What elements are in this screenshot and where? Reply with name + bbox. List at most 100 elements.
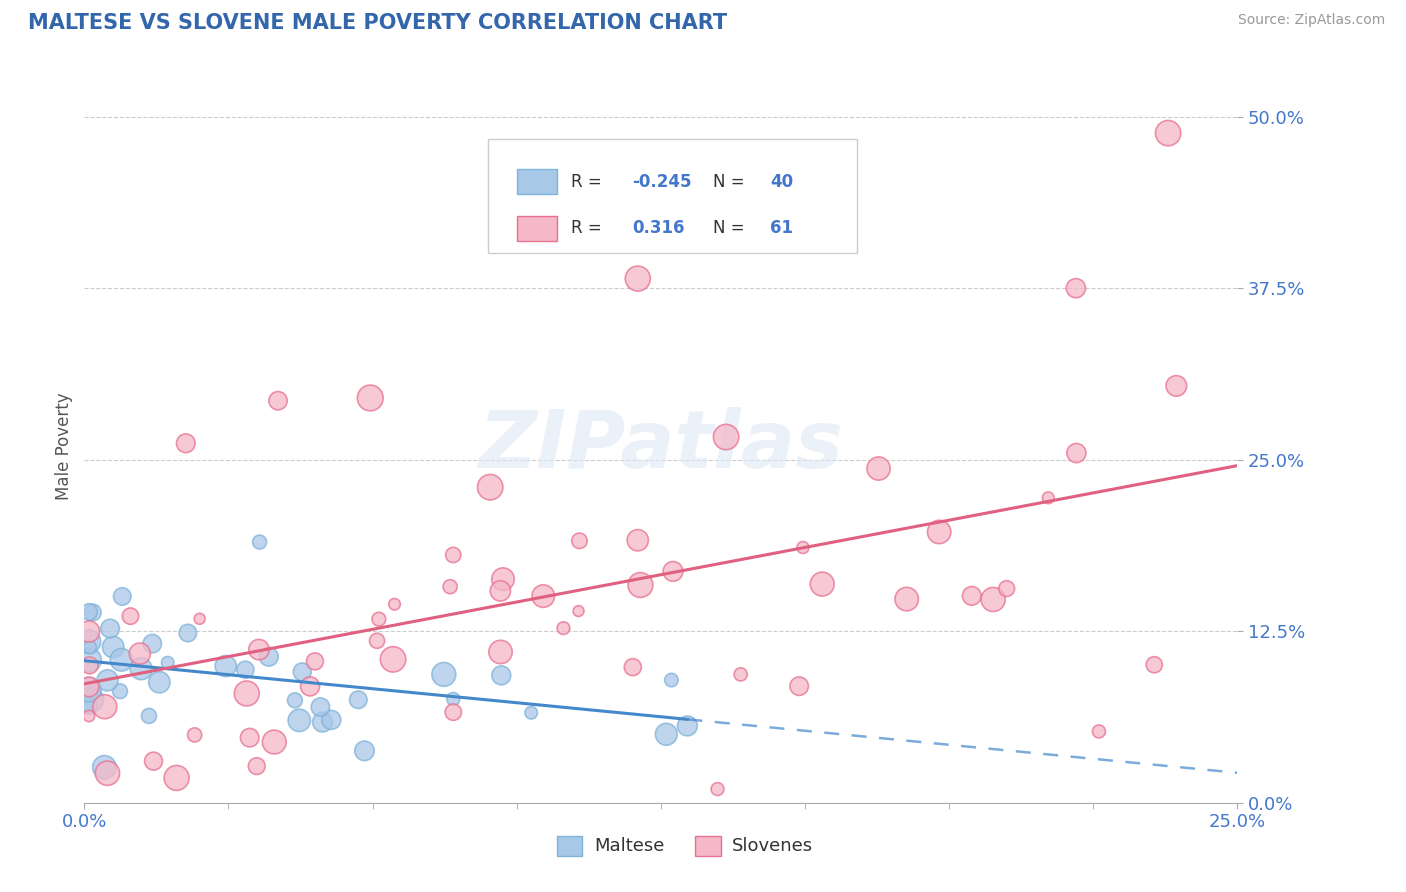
Point bbox=[215, 659, 238, 673]
Point bbox=[101, 640, 124, 654]
Point bbox=[359, 391, 381, 405]
Point bbox=[382, 652, 405, 666]
Point bbox=[177, 626, 200, 640]
Point bbox=[77, 682, 100, 697]
Text: ZIPatlas: ZIPatlas bbox=[478, 407, 844, 485]
Text: 40: 40 bbox=[770, 173, 793, 191]
Point bbox=[384, 597, 406, 611]
Point bbox=[1038, 491, 1060, 505]
Point bbox=[531, 589, 554, 603]
Point bbox=[489, 645, 512, 659]
Text: R =: R = bbox=[571, 173, 602, 191]
FancyBboxPatch shape bbox=[517, 169, 557, 194]
Point bbox=[627, 533, 650, 548]
Point bbox=[1088, 724, 1111, 739]
Point bbox=[492, 572, 515, 586]
Point bbox=[441, 692, 464, 706]
Point bbox=[79, 653, 101, 667]
Text: Slovenes: Slovenes bbox=[733, 837, 814, 855]
Point bbox=[291, 665, 314, 679]
Point bbox=[1064, 281, 1087, 295]
Point bbox=[166, 771, 188, 785]
Point bbox=[568, 533, 591, 548]
Point bbox=[108, 684, 131, 698]
Point bbox=[156, 656, 179, 670]
Point bbox=[868, 461, 890, 475]
FancyBboxPatch shape bbox=[488, 139, 856, 253]
Point bbox=[787, 679, 810, 693]
Point bbox=[239, 731, 262, 745]
Point bbox=[960, 589, 983, 603]
Point bbox=[233, 663, 256, 677]
Point bbox=[1166, 379, 1188, 393]
Point bbox=[80, 692, 103, 706]
Point bbox=[439, 580, 461, 594]
Text: Maltese: Maltese bbox=[593, 837, 664, 855]
Point bbox=[353, 744, 375, 758]
Point bbox=[79, 658, 101, 673]
Text: MALTESE VS SLOVENE MALE POVERTY CORRELATION CHART: MALTESE VS SLOVENE MALE POVERTY CORRELAT… bbox=[28, 13, 727, 33]
Point bbox=[714, 430, 737, 444]
Point bbox=[148, 675, 170, 690]
Point bbox=[321, 713, 343, 727]
Point bbox=[567, 604, 589, 618]
Point bbox=[141, 637, 163, 651]
Point bbox=[94, 699, 117, 714]
Point bbox=[77, 624, 100, 639]
Point bbox=[129, 662, 152, 676]
Point bbox=[520, 706, 543, 720]
Point bbox=[247, 642, 270, 657]
Point bbox=[183, 728, 205, 742]
Point bbox=[928, 524, 950, 539]
Point bbox=[97, 673, 120, 688]
Point bbox=[661, 673, 683, 687]
Point bbox=[981, 592, 1004, 607]
Point bbox=[1066, 446, 1088, 460]
FancyBboxPatch shape bbox=[696, 837, 721, 856]
Point bbox=[730, 667, 752, 681]
Point bbox=[142, 754, 165, 768]
Point bbox=[249, 535, 271, 549]
FancyBboxPatch shape bbox=[557, 837, 582, 856]
Point bbox=[347, 692, 370, 706]
Point bbox=[263, 735, 285, 749]
Point bbox=[128, 647, 150, 661]
Point bbox=[896, 592, 918, 607]
Point bbox=[284, 693, 307, 707]
Point bbox=[676, 719, 699, 733]
Point bbox=[288, 714, 311, 728]
Point bbox=[188, 612, 211, 626]
Point bbox=[491, 668, 513, 682]
Point bbox=[811, 577, 834, 591]
Point bbox=[309, 700, 332, 714]
Point bbox=[77, 680, 100, 694]
Text: 0.316: 0.316 bbox=[633, 219, 685, 237]
Point bbox=[792, 541, 814, 555]
Point bbox=[174, 436, 197, 450]
Point bbox=[257, 649, 280, 664]
Point bbox=[96, 766, 118, 780]
Point bbox=[1157, 126, 1180, 140]
Text: N =: N = bbox=[713, 219, 744, 237]
Text: 61: 61 bbox=[770, 219, 793, 237]
Point bbox=[1143, 657, 1166, 672]
Point bbox=[120, 609, 142, 624]
Point bbox=[706, 782, 728, 797]
Point bbox=[77, 698, 100, 713]
Point bbox=[479, 480, 502, 494]
Point bbox=[311, 714, 333, 729]
Point bbox=[367, 612, 389, 626]
Point bbox=[995, 582, 1018, 596]
Text: N =: N = bbox=[713, 173, 744, 191]
Point bbox=[79, 640, 101, 655]
Point bbox=[77, 605, 100, 619]
Point bbox=[236, 686, 259, 700]
Text: Source: ZipAtlas.com: Source: ZipAtlas.com bbox=[1237, 13, 1385, 28]
Point bbox=[110, 653, 132, 667]
Point bbox=[138, 709, 160, 723]
Text: -0.245: -0.245 bbox=[633, 173, 692, 191]
Point bbox=[304, 654, 326, 668]
Text: R =: R = bbox=[571, 219, 602, 237]
Point bbox=[441, 548, 464, 562]
Y-axis label: Male Poverty: Male Poverty bbox=[55, 392, 73, 500]
